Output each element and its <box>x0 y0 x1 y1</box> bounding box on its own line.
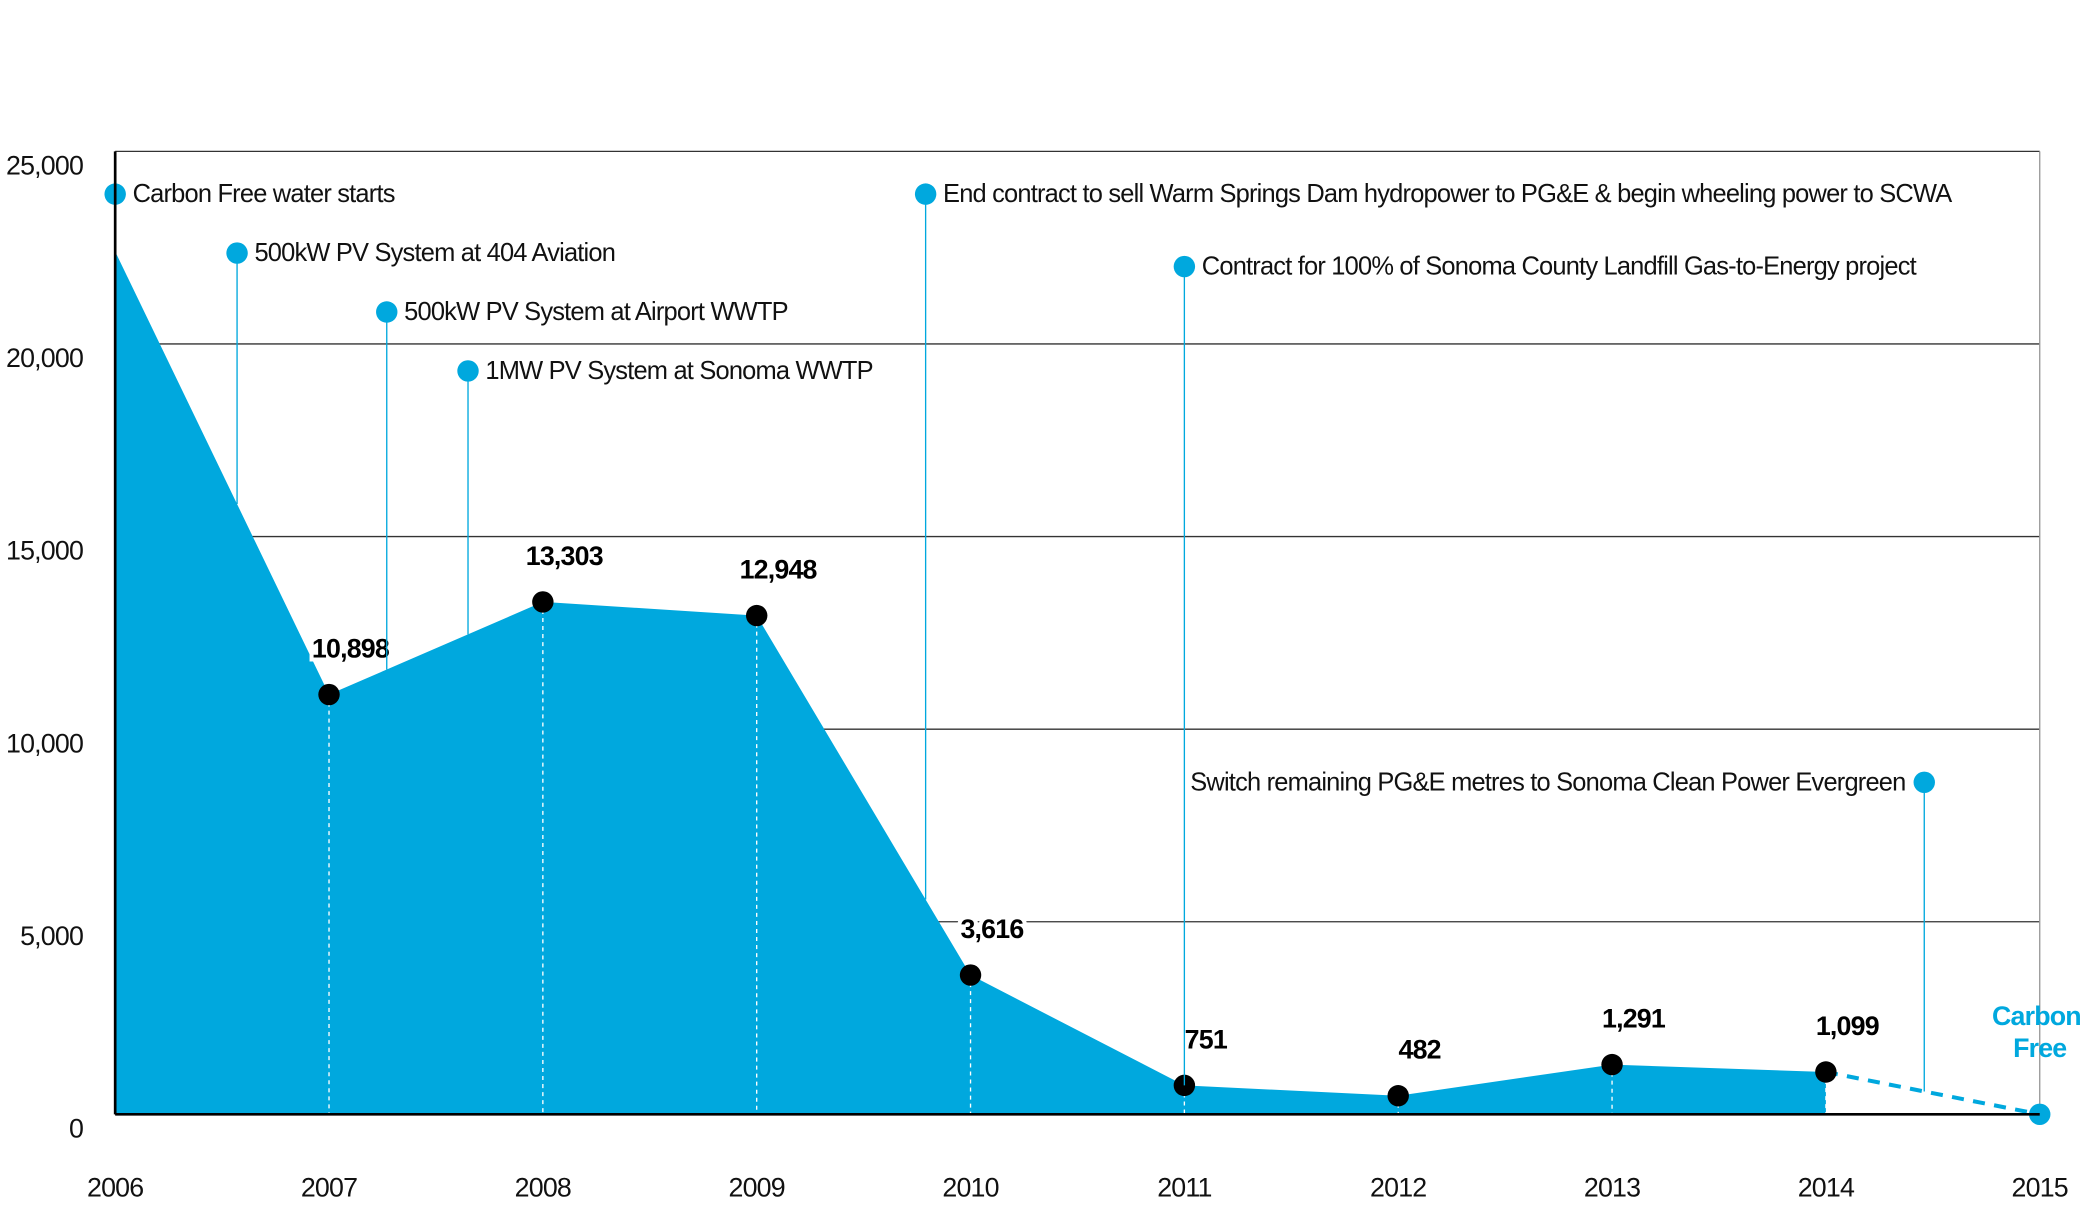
annotation-text: End contract to sell Warm Springs Dam hy… <box>943 180 1952 208</box>
data-label: 3,616 <box>960 914 1023 944</box>
data-label: 10,898 <box>312 633 390 663</box>
end-label: Carbon Free <box>1992 1001 2088 1063</box>
x-tick-label: 2015 <box>2012 1172 2068 1202</box>
x-tick-label: 2009 <box>729 1172 785 1202</box>
annotation-dot <box>1173 255 1196 278</box>
x-tick-label: 2014 <box>1798 1172 1855 1202</box>
x-tick-label: 2013 <box>1584 1172 1640 1202</box>
annotation-text: Carbon Free water starts <box>133 180 395 208</box>
x-tick-label: 2010 <box>942 1172 998 1202</box>
annotation-text: Contract for 100% of Sonoma County Landf… <box>1202 253 1917 281</box>
annotation-text: 500kW PV System at Airport WWTP <box>404 298 788 326</box>
annotation-dot <box>376 301 398 323</box>
data-point <box>532 591 554 613</box>
data-label: 1,099 <box>1816 1011 1879 1041</box>
y-tick-label: 25,000 <box>6 151 83 181</box>
projection-line <box>1825 1070 2041 1117</box>
data-point <box>1173 1074 1196 1097</box>
data-point <box>1601 1053 1623 1076</box>
y-tick-label: 5,000 <box>20 921 83 951</box>
annotation-dot <box>457 360 479 382</box>
data-label: 13,303 <box>526 541 603 571</box>
x-tick-label: 2011 <box>1157 1172 1211 1202</box>
data-point <box>745 604 768 627</box>
data-label: 751 <box>1185 1024 1228 1054</box>
y-tick-label: 10,000 <box>6 728 83 758</box>
data-point <box>959 964 982 986</box>
data-point <box>1387 1085 1409 1107</box>
area <box>115 251 1826 1115</box>
x-tick-label: 2007 <box>301 1172 357 1202</box>
data-point <box>318 683 340 706</box>
annotation-dot <box>226 242 248 264</box>
y-tick-label: 0 <box>69 1113 83 1143</box>
annotation-text: 500kW PV System at 404 Aviation <box>254 239 615 267</box>
data-label: 482 <box>1399 1035 1441 1065</box>
x-tick-label: 2006 <box>87 1172 143 1202</box>
data-point <box>1815 1061 1837 1083</box>
annotation-dot <box>914 183 937 205</box>
annotation-text: 1MW PV System at Sonoma WWTP <box>485 357 872 385</box>
data-label: 12,948 <box>740 554 818 584</box>
x-tick-label: 2008 <box>515 1172 571 1202</box>
data-label: 1,291 <box>1602 1003 1666 1033</box>
x-tick-label: 2012 <box>1370 1172 1426 1202</box>
annotation-dot <box>1913 771 1935 794</box>
annotation-text: Switch remaining PG&E metres to Sonoma C… <box>1190 768 1905 796</box>
y-tick-label: 20,000 <box>6 343 83 373</box>
y-tick-label: 15,000 <box>6 536 83 566</box>
